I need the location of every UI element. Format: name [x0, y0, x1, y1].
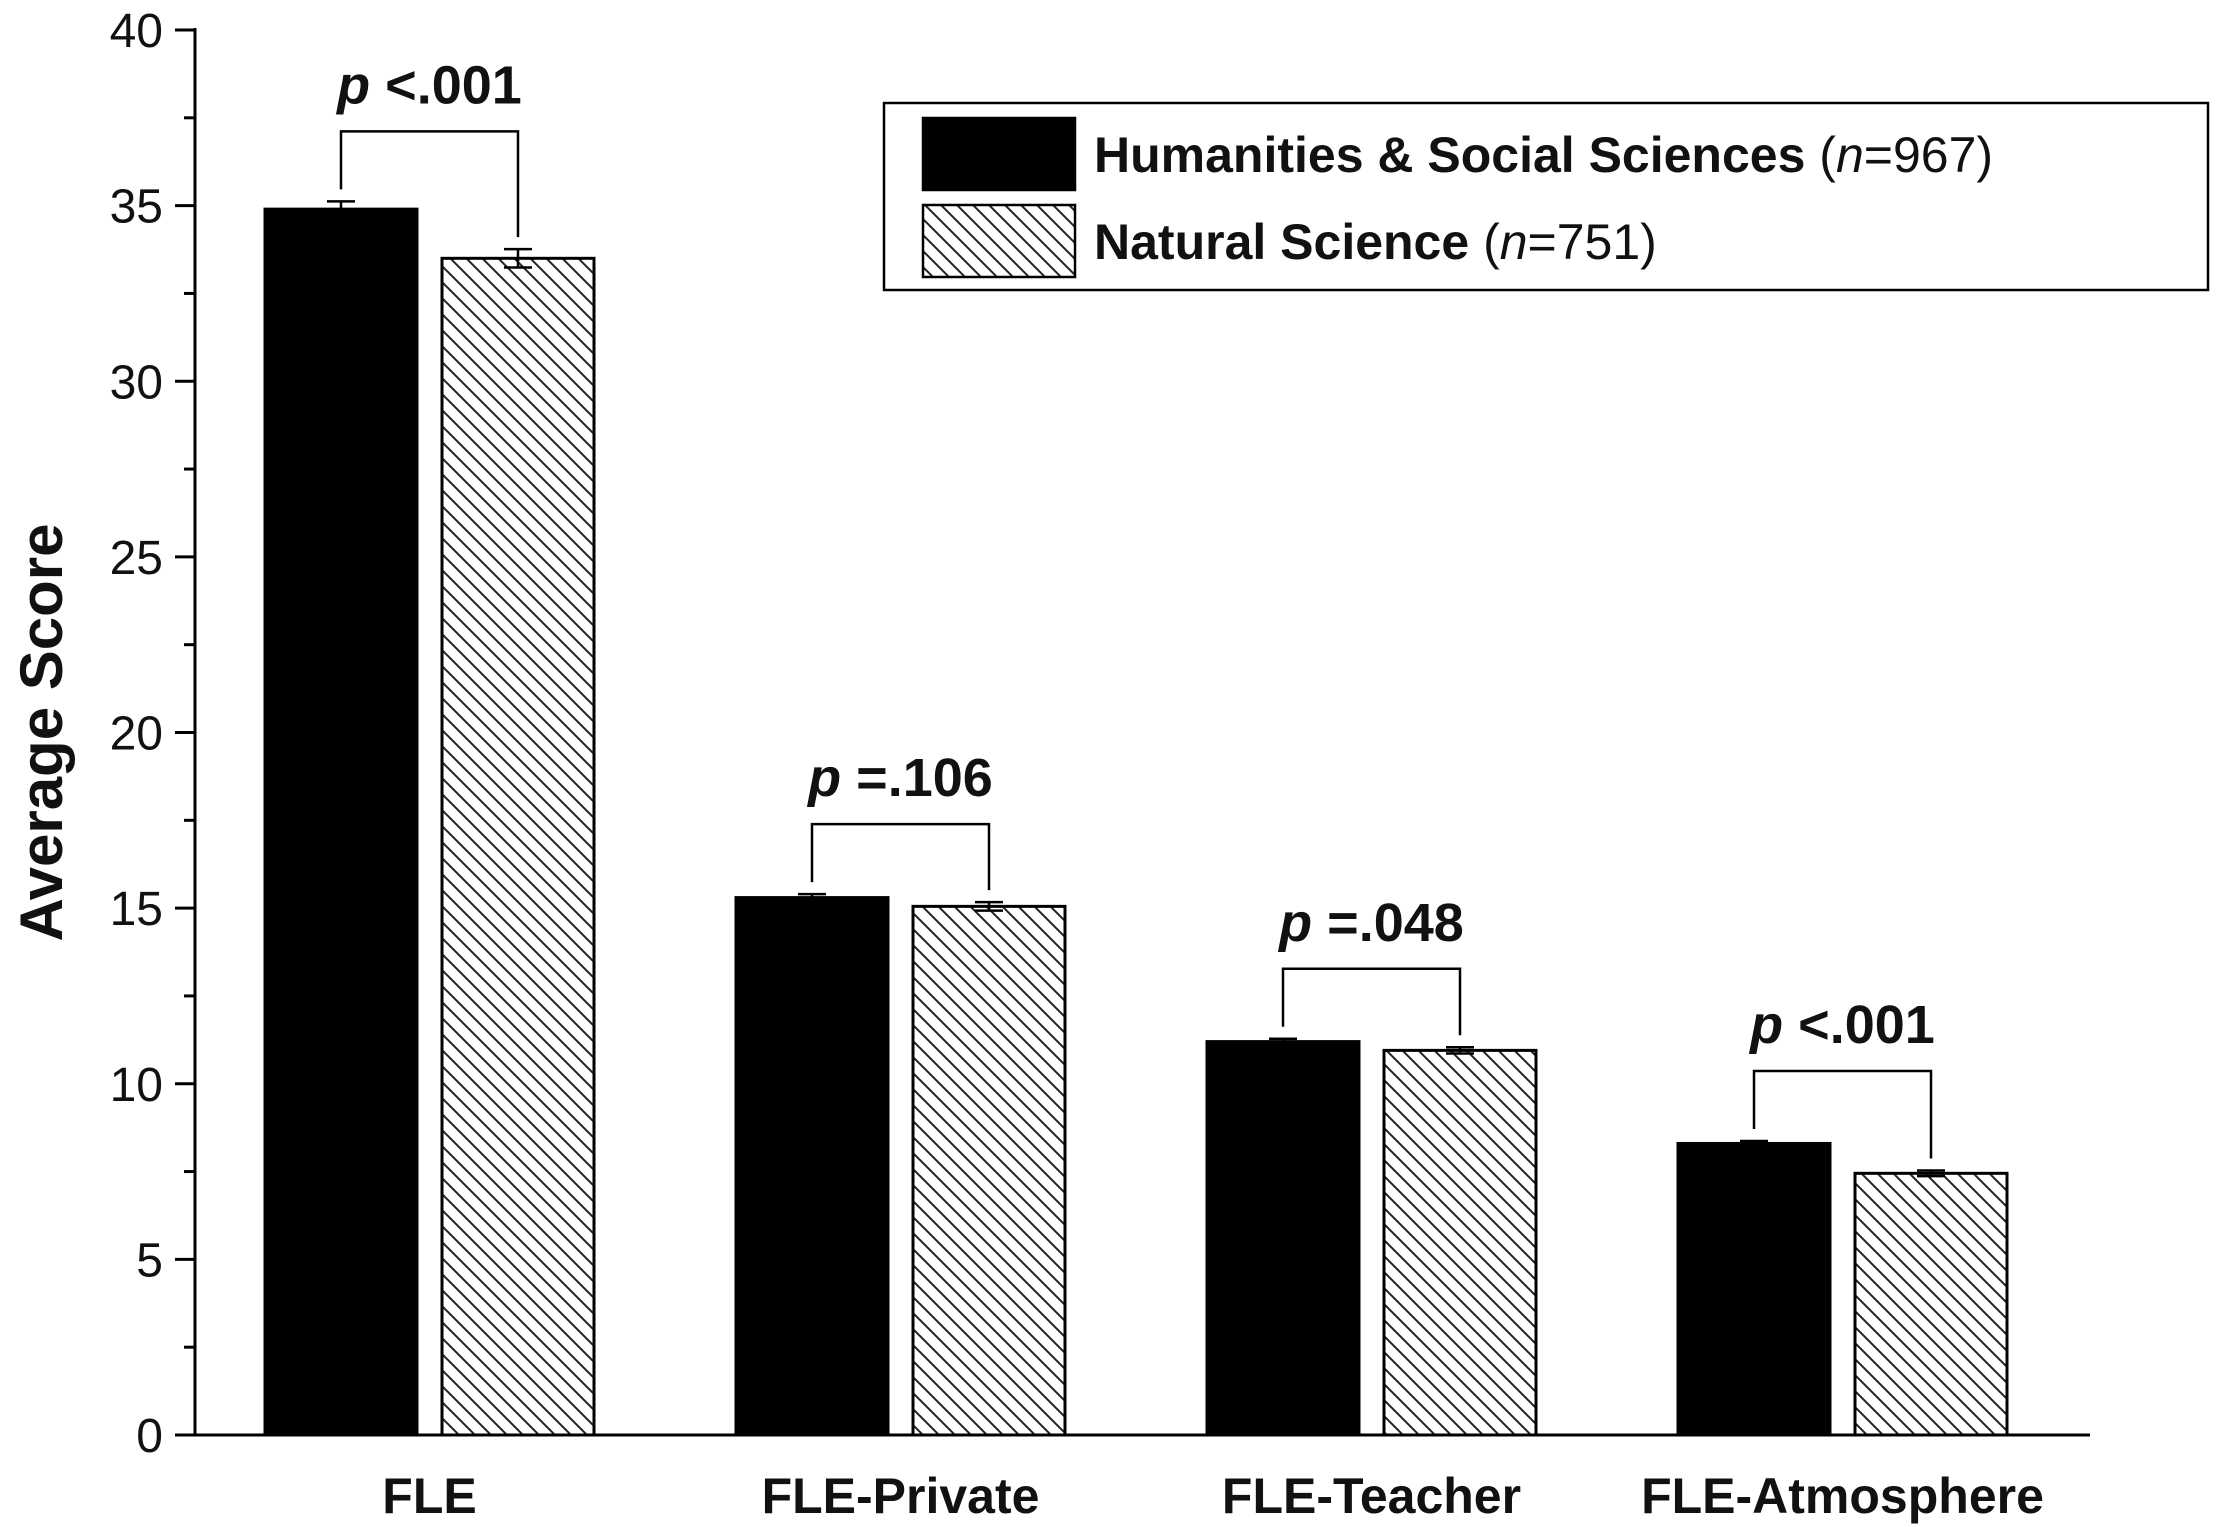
bar-humanities-2: [1205, 1040, 1361, 1437]
legend-series-name: Natural Science: [1094, 214, 1469, 270]
significance-bracket: [810, 822, 991, 891]
y-tick-label: 35: [110, 181, 163, 234]
bar-humanities-1: [734, 896, 890, 1437]
significance-bracket: [1281, 967, 1462, 1036]
legend-label: Natural Science (n=751): [1094, 214, 1657, 270]
legend-swatch-humanities: [921, 116, 1077, 192]
p-value: =.048: [1312, 893, 1464, 953]
p-symbol: p: [1277, 893, 1312, 953]
category-label: FLE: [382, 1468, 476, 1524]
y-tick-label: 30: [110, 356, 163, 409]
y-tick-label: 5: [136, 1234, 163, 1287]
y-tick-label: 15: [110, 883, 163, 936]
p-value-label: p =.106: [806, 748, 993, 808]
legend-n-value: =967): [1864, 127, 1993, 183]
bar-humanities-0: [263, 207, 419, 1437]
significance-bracket: [339, 130, 520, 238]
legend-n-prefix: (: [1469, 214, 1500, 270]
legend-series-name: Humanities & Social Sciences: [1094, 127, 1805, 183]
y-tick-label: 40: [110, 5, 163, 58]
legend: Humanities & Social Sciences (n=967)Natu…: [882, 101, 2210, 292]
y-tick-label: 25: [110, 532, 163, 585]
bar-natural-science-3: [1853, 1171, 2009, 1437]
p-value-label: p <.001: [335, 55, 522, 115]
p-symbol: p: [806, 748, 841, 808]
legend-n-prefix: (: [1805, 127, 1836, 183]
y-axis-label: Average Score: [8, 523, 75, 941]
p-value: =.106: [841, 748, 993, 808]
p-symbol: p: [335, 55, 370, 115]
p-value: <.001: [1783, 995, 1935, 1055]
y-tick-label: 20: [110, 708, 163, 761]
category-label: FLE-Private: [762, 1468, 1040, 1524]
legend-n-symbol: n: [1500, 214, 1528, 270]
legend-n-symbol: n: [1836, 127, 1864, 183]
legend-n-value: =751): [1528, 214, 1657, 270]
bar-natural-science-2: [1382, 1048, 1538, 1437]
bar-natural-science-1: [911, 904, 1067, 1437]
p-value-label: p <.001: [1748, 995, 1935, 1055]
p-value-label: p =.048: [1277, 893, 1464, 953]
y-tick-label: 10: [110, 1059, 163, 1112]
legend-box: [882, 101, 2210, 292]
legend-swatch-natural-science: [921, 203, 1077, 279]
legend-label: Humanities & Social Sciences (n=967): [1094, 127, 1993, 183]
significance-bracket: [1752, 1069, 1933, 1159]
p-value: <.001: [370, 55, 522, 115]
category-label: FLE-Atmosphere: [1641, 1468, 2044, 1524]
bar-natural-science-0: [440, 256, 596, 1437]
bars: FLE FLE-Private FLE-Teacher FLE-Atmosphere: [263, 200, 2044, 1524]
p-symbol: p: [1748, 995, 1783, 1055]
y-tick-label: 0: [136, 1410, 163, 1463]
category-label: FLE-Teacher: [1222, 1468, 1521, 1524]
bar-humanities-3: [1676, 1141, 1832, 1437]
